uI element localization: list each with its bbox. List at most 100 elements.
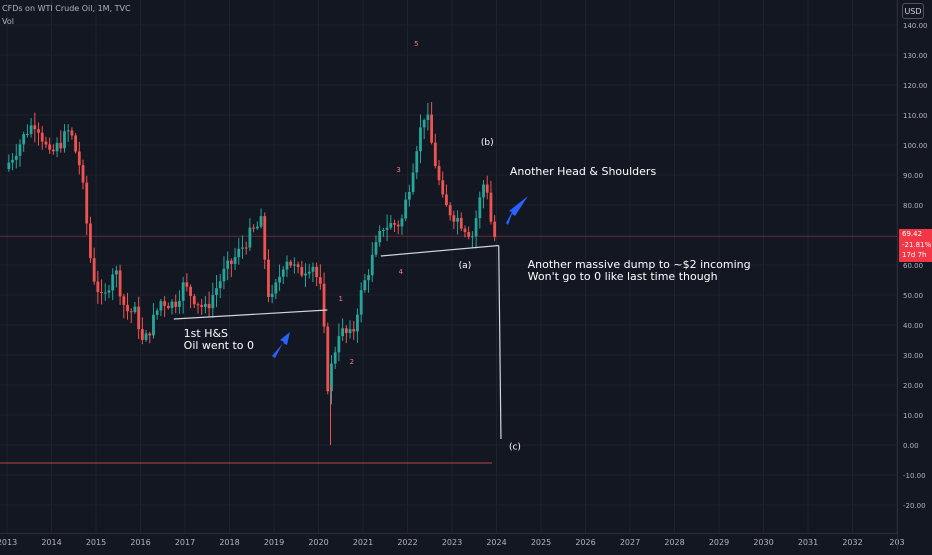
wave-label: 1 [339,295,343,303]
x-tick-label: 2015 [86,538,106,547]
candle-body [356,314,359,332]
annotation-text: (c) [509,443,521,453]
x-tick-label: 2020 [308,538,328,547]
candle-body [55,142,59,152]
candle-body [44,141,48,145]
candle-body [229,260,233,264]
last-price-value: 69.42 [902,230,923,238]
candle-body [374,242,378,255]
candle-body [77,151,81,166]
candle-body [166,305,170,309]
candle-body [289,261,293,266]
x-tick-label: 2029 [709,538,729,547]
candle-body [407,191,411,200]
candle-body [315,266,319,278]
candle-body [419,127,422,152]
candle-body [185,282,189,287]
candle-body [393,223,396,225]
candle-body [244,247,248,249]
arrow-icon [272,332,290,358]
candle-body [482,184,485,198]
candle-body [22,134,26,145]
candle-body [467,232,471,237]
candle-body [255,226,259,229]
candle-body [33,125,37,130]
wave-label: 2 [350,358,354,366]
y-tick-label: 10.00 [903,412,923,420]
candle-body [178,300,181,307]
x-tick-label: 2017 [175,538,195,547]
candle-body [318,277,322,284]
candle-body [37,129,40,133]
candle-body [111,274,115,291]
annotation-text: Won't go to 0 like last time though [528,270,718,283]
currency-button[interactable]: USD [902,3,924,19]
y-tick-label: 130.00 [903,52,928,60]
wave-label: 3 [396,166,400,174]
y-tick-label: 60.00 [903,262,923,270]
candle-body [430,114,434,143]
candle-body [404,199,408,219]
candle-body [485,184,489,193]
candle-body [263,216,267,260]
candle-body [463,228,467,233]
candle-body [222,268,226,282]
candle-body [311,266,315,272]
candle-body [40,132,44,142]
x-tick-label: 2031 [798,538,818,547]
candle-body [248,227,252,248]
candle-body [474,218,478,237]
candle-body [29,125,33,134]
candle-body [330,363,333,392]
candle-body [426,114,430,120]
candle-body [200,304,204,307]
candle-body [344,328,348,334]
candle-body [274,282,278,294]
candle-body [51,149,55,152]
volume-label: Vol [2,17,14,26]
candle-body [378,231,382,243]
annotation-text: Another massive dump to ~$2 incoming [528,258,751,271]
candle-body [441,180,445,195]
y-tick-label: 80.00 [903,202,923,210]
candle-body [307,271,311,274]
candle-body [7,162,11,169]
candle-body [103,292,107,294]
candle-body [445,194,448,206]
arrow-icon [506,196,528,225]
x-tick-label: 2032 [842,538,862,547]
candle-body [89,223,92,259]
y-tick-label: 30.00 [903,352,923,360]
x-tick-label: 2028 [664,538,684,547]
y-tick-label: -10.00 [903,472,926,480]
candle-body [14,155,18,160]
x-tick-label: 2021 [353,538,373,547]
candle-body [437,166,441,181]
candle-body [70,130,74,136]
candle-body [322,283,326,327]
candle-body [489,192,493,222]
x-tick-label: 2014 [41,538,61,547]
x-tick-label: 2018 [219,538,239,547]
x-tick-label: 2027 [620,538,640,547]
candle-body [337,336,341,353]
candle-body [163,301,167,306]
candle-body [237,248,241,258]
candle-body [159,301,163,311]
x-tick-label: 2026 [575,538,595,547]
candle-body [326,326,330,392]
candle-body [174,301,178,307]
y-tick-label: 110.00 [903,112,928,120]
candle-body [285,261,289,270]
candle-body [196,304,200,306]
candle-body [270,293,274,298]
candle-body [433,142,437,167]
annotation-text: (b) [481,138,494,148]
candle-body [389,223,393,228]
candle-body [207,303,211,309]
symbol-title: CFDs on WTI Crude Oil, 1M, TVC [2,4,131,13]
candle-body [304,273,307,276]
candle-body [155,310,159,315]
